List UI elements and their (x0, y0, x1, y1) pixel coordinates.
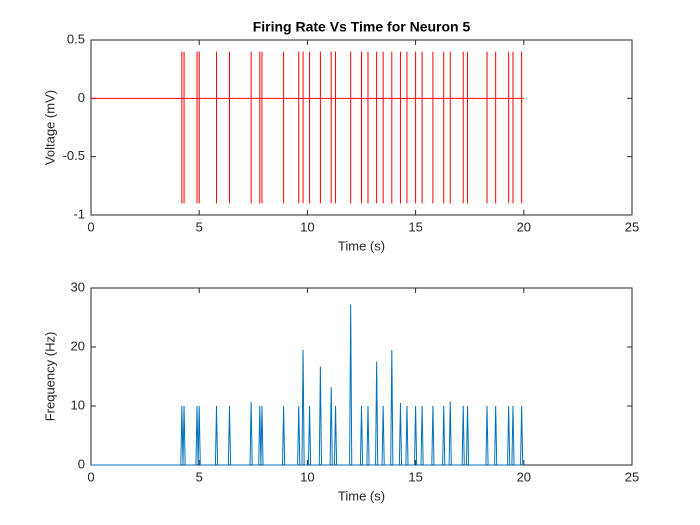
x-tick-label: 15 (408, 469, 422, 484)
x-axis-label: Time (s) (338, 238, 385, 253)
x-tick-label: 5 (196, 469, 203, 484)
y-tick-label: 20 (71, 338, 85, 353)
chart-title: Firing Rate Vs Time for Neuron 5 (253, 19, 471, 35)
x-tick-label: 10 (300, 219, 314, 234)
y-tick-label: -0.5 (63, 148, 85, 163)
x-tick-label: 20 (517, 469, 531, 484)
x-tick-label: 5 (196, 219, 203, 234)
y-tick-label: 0 (78, 90, 85, 105)
x-tick-label: 25 (625, 469, 639, 484)
x-tick-label: 10 (300, 469, 314, 484)
data-line (91, 304, 524, 466)
y-axis-label: Frequency (Hz) (42, 332, 57, 422)
y-axis-label: Voltage (mV) (42, 90, 57, 165)
x-axis-label: Time (s) (338, 488, 385, 503)
y-tick-label: 0.5 (67, 31, 85, 46)
x-tick-label: 0 (87, 469, 94, 484)
y-tick-label: 30 (71, 279, 85, 294)
x-tick-label: 20 (517, 219, 531, 234)
y-tick-label: -1 (73, 206, 85, 221)
x-tick-label: 0 (87, 219, 94, 234)
x-tick-label: 15 (408, 219, 422, 234)
y-tick-label: 10 (71, 397, 85, 412)
data-line (91, 51, 524, 204)
plot-area (90, 287, 633, 466)
y-tick-label: 0 (78, 456, 85, 471)
x-tick-label: 25 (625, 219, 639, 234)
